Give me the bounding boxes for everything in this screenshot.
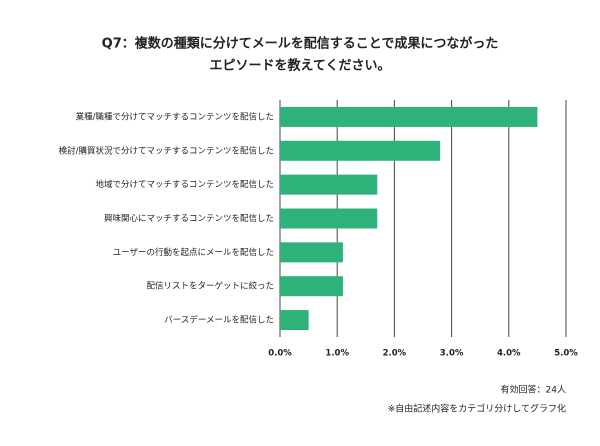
note: ※自由記述内容をカテゴリ分けしてグラフ化 [388,403,566,415]
y-tick-label: 地域で分けてマッチするコンテンツを配信した [95,179,274,190]
y-tick-label: 業種/職種で分けてマッチするコンテンツを配信した [76,111,274,122]
x-tick-label: 3.0% [440,349,464,359]
x-tick-label: 5.0% [554,349,578,359]
chart-title: エピソードを教えてください。 [210,58,391,74]
x-tick-label: 4.0% [497,349,521,359]
y-tick-label: 興味関心にマッチするコンテンツを配信した [104,213,274,224]
bar [280,140,441,161]
chart-title: Q7：複数の種類に分けてメールを配信することで成果につながった [102,36,499,52]
bar [280,174,378,195]
x-tick-label: 2.0% [383,349,407,359]
bar [280,310,309,331]
y-tick-label: ユーザーの行動を起点にメールを配信した [113,247,274,258]
bar [280,242,343,263]
x-tick-label: 1.0% [325,349,349,359]
bar [280,106,538,127]
y-tick-label: 検討/購買状況で分けてマッチするコンテンツを配信した [59,145,274,156]
y-tick-label: バースデーメールを配信した [164,315,274,326]
x-tick-label: 0.0% [268,349,292,359]
y-tick-label: 配信リストをターゲットに絞った [146,281,274,292]
bar [280,276,343,297]
note: 有効回答：24人 [501,384,566,396]
bar [280,208,378,229]
